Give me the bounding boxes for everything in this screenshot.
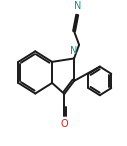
Text: N: N — [70, 46, 78, 56]
Text: N: N — [74, 1, 82, 11]
Text: O: O — [61, 119, 68, 129]
